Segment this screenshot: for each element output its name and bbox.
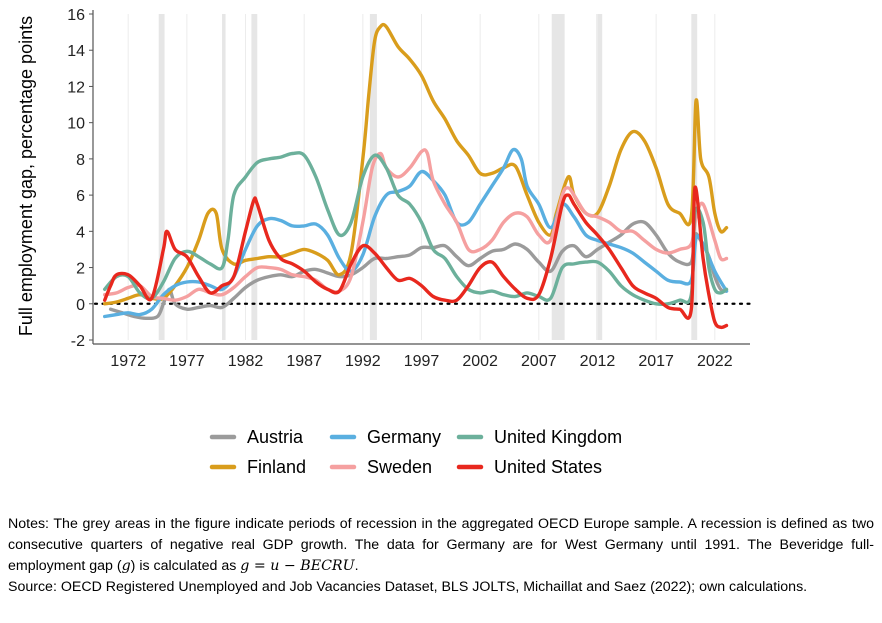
- source-line: Source: OECD Registered Unemployed and J…: [8, 579, 808, 595]
- recession-band-1: [222, 14, 226, 340]
- series-line-finland: [103, 22, 729, 306]
- series-line-united-kingdom: [103, 151, 729, 306]
- x-tick-1977: 1977: [169, 353, 205, 370]
- x-tick-1992: 1992: [345, 353, 381, 370]
- axes: [92, 10, 750, 345]
- x-tick-1982: 1982: [228, 353, 264, 370]
- x-tick-2007: 2007: [521, 353, 557, 370]
- legend-label-united-states: United States: [494, 457, 602, 477]
- y-tick-16: 16: [67, 7, 85, 24]
- recession-band-2: [251, 14, 258, 340]
- x-tick-1972: 1972: [110, 353, 146, 370]
- recession-band-3: [369, 14, 377, 340]
- y-tick-6: 6: [76, 188, 85, 205]
- y-tick-labels: -2 0 2 4 6 8 10 12 14 16: [67, 7, 93, 350]
- series-line-germany: [103, 147, 729, 319]
- y-tick-14: 14: [67, 43, 85, 60]
- series-line-united-states: [103, 185, 729, 330]
- x-tick-2022: 2022: [697, 353, 733, 370]
- series-line-austria: [108, 219, 729, 321]
- y-tick-2: 2: [76, 261, 85, 278]
- legend-label-austria: Austria: [247, 427, 304, 447]
- y-tick-0: 0: [76, 297, 85, 314]
- notes-formula: g = u − BECRU: [240, 558, 355, 574]
- notes-text: Notes: The grey areas in the figure indi…: [8, 516, 874, 574]
- recession-band-0: [158, 14, 165, 340]
- x-tick-1997: 1997: [404, 353, 440, 370]
- series-line-sweden: [103, 148, 729, 302]
- y-axis-label: Full employment gap, percentage points: [16, 16, 36, 336]
- x-tick-2017: 2017: [638, 353, 674, 370]
- x-tick-labels: 1972 1977 1982 1987 1992 1997 2002 2007 2012 2017…: [110, 353, 732, 370]
- legend-label-germany: Germany: [367, 427, 441, 447]
- figure-notes: Notes: The grey areas in the figure indi…: [8, 514, 874, 598]
- employment-gap-chart: -2 0 2 4 6 8 10 12 14 16 1972 1977 1982 1987 1992 1997…: [16, 7, 752, 477]
- series-lines: [103, 22, 729, 330]
- y-tick-4: 4: [76, 224, 85, 241]
- legend-label-united-kingdom: United Kingdom: [494, 427, 622, 447]
- x-tick-2002: 2002: [462, 353, 498, 370]
- legend-label-sweden: Sweden: [367, 457, 432, 477]
- notes-text-mid: ) is calculated as: [130, 558, 241, 574]
- x-tick-2012: 2012: [580, 353, 616, 370]
- recession-band-5: [596, 14, 603, 340]
- y-tick-10: 10: [67, 116, 85, 133]
- notes-symbol-g: g: [121, 558, 131, 574]
- y-tick-12: 12: [67, 79, 85, 96]
- y-tick-8: 8: [76, 152, 85, 169]
- recession-band-4: [551, 14, 565, 340]
- y-tick--2: -2: [71, 333, 85, 350]
- legend-label-finland: Finland: [247, 457, 306, 477]
- notes-paragraph: Notes: The grey areas in the figure indi…: [8, 514, 874, 577]
- legend: Austria Germany United Kingdom Finland Swede…: [209, 427, 622, 477]
- gridlines: [127, 14, 716, 340]
- x-tick-1987: 1987: [286, 353, 322, 370]
- notes-text-end: .: [354, 558, 359, 574]
